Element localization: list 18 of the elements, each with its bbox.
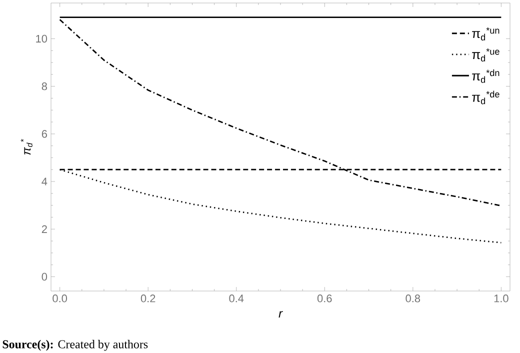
y-tick-label: 8: [42, 82, 47, 90]
legend-label: π$_{d}$*ue: [472, 48, 500, 62]
legend-label: π$_{d}$*un: [472, 27, 500, 40]
x-axis-title: r: [278, 311, 283, 318]
x-tick-label: 0.8: [406, 294, 420, 302]
x-tick-label: 1.0: [494, 294, 508, 302]
x-tick-label: 0.4: [229, 294, 244, 302]
x-tick-label: 0.6: [317, 294, 332, 302]
y-tick-label: 6: [42, 130, 47, 138]
x-tick-label: 0.2: [140, 294, 156, 302]
text: Source(s): Created by authors: [2, 340, 148, 351]
legend-label: π$_{d}$*dn: [472, 69, 500, 83]
y-tick-label: 0: [42, 272, 48, 281]
legend-label: π$_{d}$*de: [472, 90, 500, 104]
y-tick-label: 10: [36, 34, 48, 43]
x-tick-label: 0.0: [52, 294, 68, 302]
y-tick-label: 2: [42, 225, 47, 233]
y-tick-label: 4: [42, 178, 48, 186]
